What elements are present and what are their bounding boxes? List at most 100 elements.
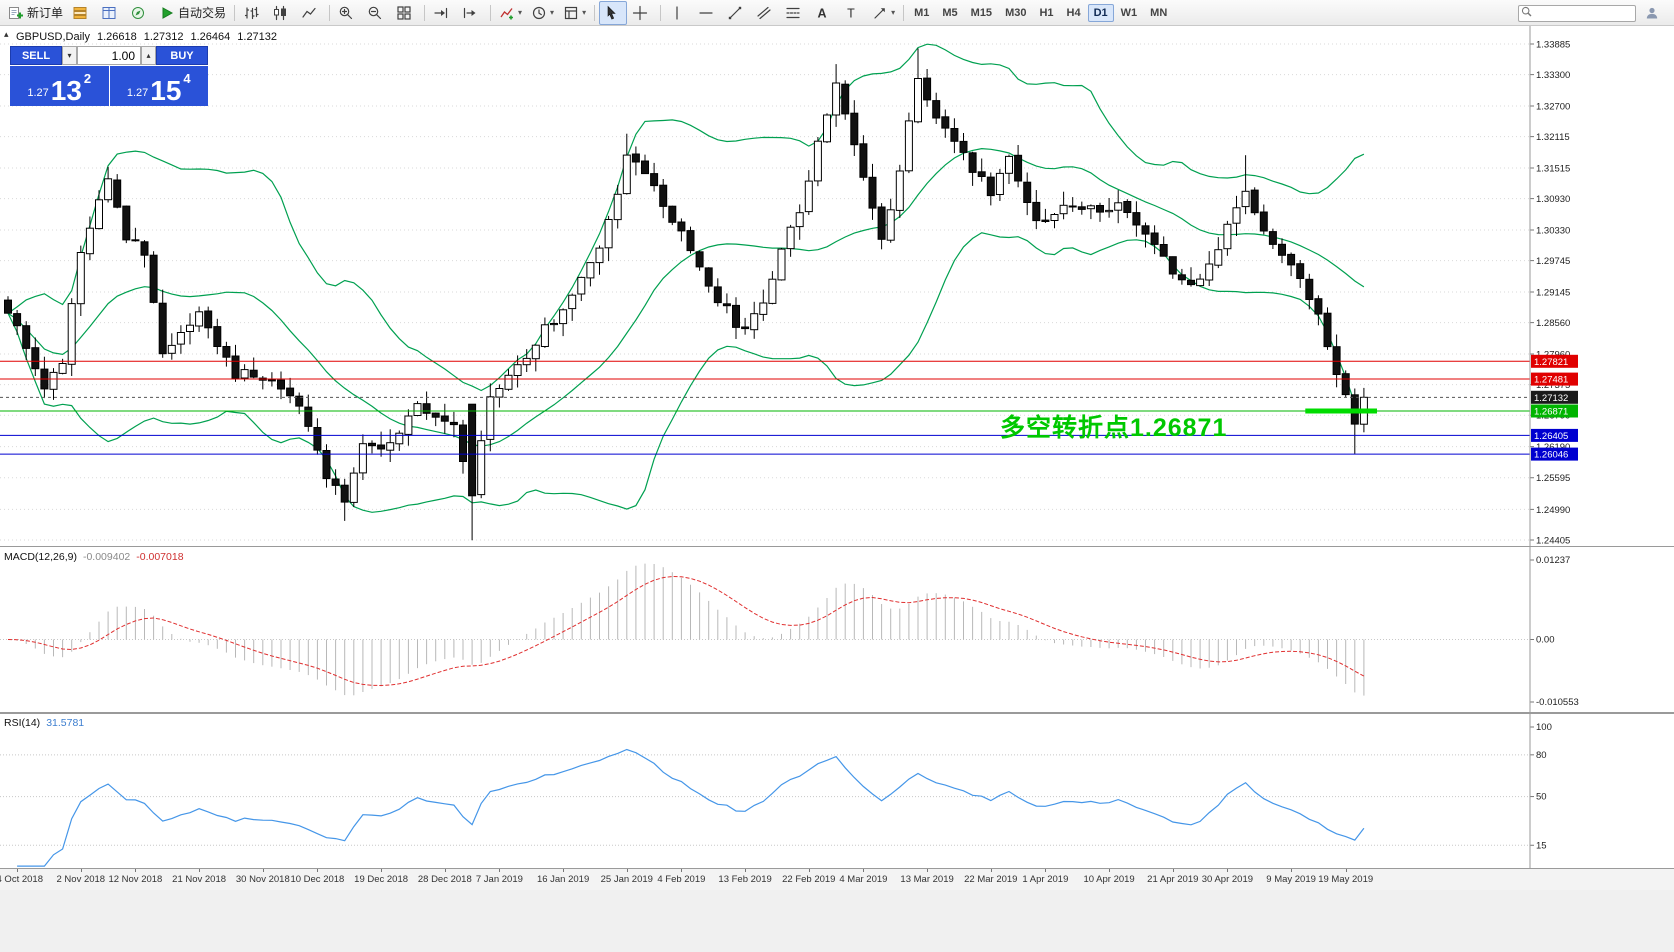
timeframe-MN-button[interactable]: MN (1150, 6, 1168, 19)
market-watch-button[interactable] (68, 1, 96, 25)
toolbar-separator (594, 4, 596, 21)
timeframe-M1-button[interactable]: M1 (914, 6, 930, 19)
timeframe-M30-button[interactable]: M30 (1005, 6, 1027, 19)
open-value: 1.26618 (96, 31, 137, 43)
date-axis-label: 2 Nov 2018 (56, 874, 106, 885)
toolbar-separator (234, 4, 236, 21)
timeframe-H4-button[interactable]: H4 (1066, 6, 1081, 19)
date-tick (262, 869, 264, 872)
navigator-button[interactable] (126, 1, 154, 25)
volume-input[interactable]: 1.00 (77, 46, 141, 65)
indicators-button[interactable]: ▾ (495, 1, 526, 25)
date-tick (1291, 869, 1293, 872)
buy-price-main: 1.27 (126, 87, 149, 99)
chart-window[interactable]: 1.33885 1.33300 1.32700 1.32115 1.31515 1.309… (0, 26, 1674, 890)
timeframe-M5-button[interactable]: M5 (942, 6, 958, 19)
rsi-panel[interactable]: 100 80 50 15 (0, 713, 1674, 868)
date-tick (681, 869, 683, 872)
sell-price-pips: 13 (50, 75, 82, 107)
macd-main-value: -0.009402 (82, 551, 131, 563)
sell-button[interactable]: SELL (10, 46, 62, 65)
toolbar-separator (329, 4, 331, 21)
date-axis-label: 1 Apr 2019 (1022, 874, 1069, 885)
one-click-toggle-icon[interactable]: ▴ (4, 29, 9, 39)
date-axis-label: 12 Nov 2018 (108, 874, 163, 885)
sell-price-button[interactable]: 1.27 13 2 (10, 66, 109, 106)
bar-chart-button[interactable] (239, 1, 267, 25)
price-axis-label: 1.33300 (1536, 70, 1570, 81)
label-button[interactable]: T (839, 1, 867, 25)
buy-price-button[interactable]: 1.27 15 4 (109, 66, 208, 106)
zoom-out-button[interactable] (363, 1, 391, 25)
date-axis-label: 16 Jan 2019 (536, 874, 590, 885)
toolbar-search-input[interactable] (1518, 4, 1636, 22)
periods-button[interactable]: ▾ (527, 1, 558, 25)
date-tick (317, 869, 319, 872)
candlestick-button[interactable] (268, 1, 296, 25)
date-tick (199, 869, 201, 872)
date-tick (563, 869, 565, 872)
price-line-badge-label: 1.26871 (1534, 407, 1568, 418)
price-axis-label: 1.27375 (1536, 380, 1570, 391)
timeframe-W1-button[interactable]: W1 (1120, 6, 1138, 19)
timeframe-M15-button[interactable]: M15 (970, 6, 993, 19)
volume-up-icon[interactable]: ▴ (141, 46, 156, 65)
close-value: 1.27132 (237, 31, 278, 43)
autotrading-button[interactable]: 自动交易 (155, 1, 230, 25)
svg-text:T: T (847, 6, 855, 20)
date-axis-label: 13 Feb 2019 (718, 874, 772, 885)
date-axis-label: 24 Oct 2018 (0, 874, 43, 885)
toolbar-separator (660, 4, 662, 21)
date-axis-label: 13 Mar 2019 (900, 874, 954, 885)
macd-axis-label: 0.01237 (1536, 555, 1570, 566)
sell-price-main: 1.27 (27, 87, 49, 99)
volume-down-icon[interactable]: ▾ (62, 46, 77, 65)
macd-name: MACD(12,26,9) (4, 551, 77, 563)
line-chart-button[interactable] (297, 1, 325, 25)
date-axis-label: 30 Nov 2018 (235, 874, 290, 885)
macd-label: MACD(12,26,9) -0.009402 -0.007018 (4, 551, 184, 563)
pivot-annotation-text[interactable]: 多空转折点1.26871 (1000, 414, 1228, 442)
horizontal-line-button[interactable] (694, 1, 722, 25)
date-tick (1227, 869, 1229, 872)
channel-button[interactable] (752, 1, 780, 25)
vertical-line-button[interactable] (665, 1, 693, 25)
timeframe-D1-button[interactable]: D1 (1087, 3, 1114, 22)
high-value: 1.27312 (143, 31, 184, 43)
price-line-badge (1531, 404, 1578, 418)
one-click-trading-panel: SELL ▾ 1.00 ▴ BUY 1.27 13 2 1.27 15 4 (10, 46, 208, 106)
date-axis-label: 10 Apr 2019 (1083, 874, 1135, 885)
rsi-value: 31.5781 (46, 717, 85, 729)
price-line-badge (1531, 372, 1578, 386)
price-line-badge-label: 1.26046 (1534, 450, 1568, 461)
date-tick (381, 869, 383, 872)
new-order-label: 新订单 (27, 6, 64, 20)
data-window-button[interactable] (97, 1, 125, 25)
arrows-button[interactable]: ▾ (868, 1, 899, 25)
auto-scroll-button[interactable] (429, 1, 457, 25)
svg-text:A: A (818, 6, 827, 20)
price-line-badge-label: 1.27132 (1534, 393, 1568, 404)
crosshair-button[interactable] (628, 1, 656, 25)
price-axis-label: 1.24990 (1536, 505, 1570, 516)
zoom-in-button[interactable] (334, 1, 362, 25)
cursor-button[interactable] (599, 0, 628, 25)
rsi-name: RSI(14) (4, 717, 41, 729)
price-line-badge-label: 1.26405 (1534, 431, 1568, 442)
templates-button[interactable]: ▾ (559, 1, 590, 25)
chart-shift-button[interactable] (458, 1, 486, 25)
main-chart[interactable]: 1.33885 1.33300 1.32700 1.32115 1.31515 1.309… (0, 26, 1674, 547)
text-button[interactable]: A (810, 1, 838, 25)
new-order-button[interactable]: 新订单 (4, 1, 67, 25)
price-axis-label: 1.32700 (1536, 102, 1570, 113)
buy-button[interactable]: BUY (156, 46, 208, 65)
macd-panel[interactable]: 0.01237 0.00 -0.010553 (0, 547, 1674, 713)
price-axis-label: 1.28560 (1536, 318, 1570, 329)
trendline-button[interactable] (723, 1, 751, 25)
timeframe-H1-button[interactable]: H1 (1039, 6, 1054, 19)
community-button[interactable] (1640, 1, 1668, 25)
macd-signal-value: -0.007018 (136, 551, 184, 563)
fibonacci-button[interactable] (781, 1, 809, 25)
tile-windows-button[interactable] (392, 1, 420, 25)
